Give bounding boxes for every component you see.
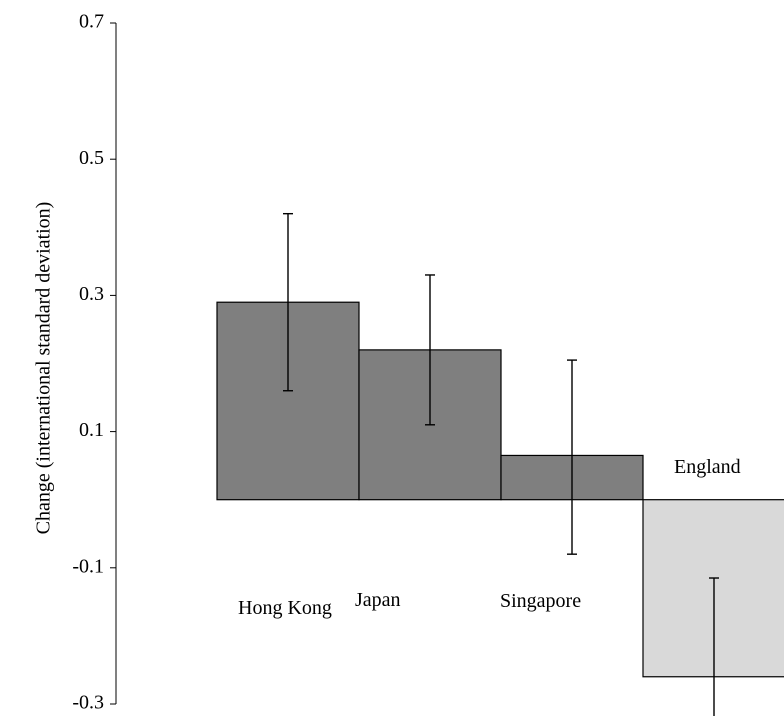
y-tick-label: 0.5 (79, 147, 104, 169)
y-axis: 0.7 0.5 0.3 0.1 -0.1 -0.3 (72, 11, 117, 714)
y-tick-label: 0.7 (79, 11, 104, 33)
category-label: Japan (355, 589, 401, 611)
category-label: England (674, 456, 741, 478)
category-label: Singapore (500, 590, 581, 612)
y-axis-title: Change (international standard deviation… (33, 202, 55, 535)
y-tick-label: -0.3 (72, 692, 104, 714)
bars (216, 212, 784, 716)
y-tick-label: 0.3 (79, 283, 104, 305)
y-tick-label: 0.1 (79, 419, 104, 441)
category-labels: Hong Kong Japan Singapore England (238, 456, 741, 619)
category-label: Hong Kong (238, 597, 332, 619)
y-tick-label: -0.1 (72, 555, 104, 577)
